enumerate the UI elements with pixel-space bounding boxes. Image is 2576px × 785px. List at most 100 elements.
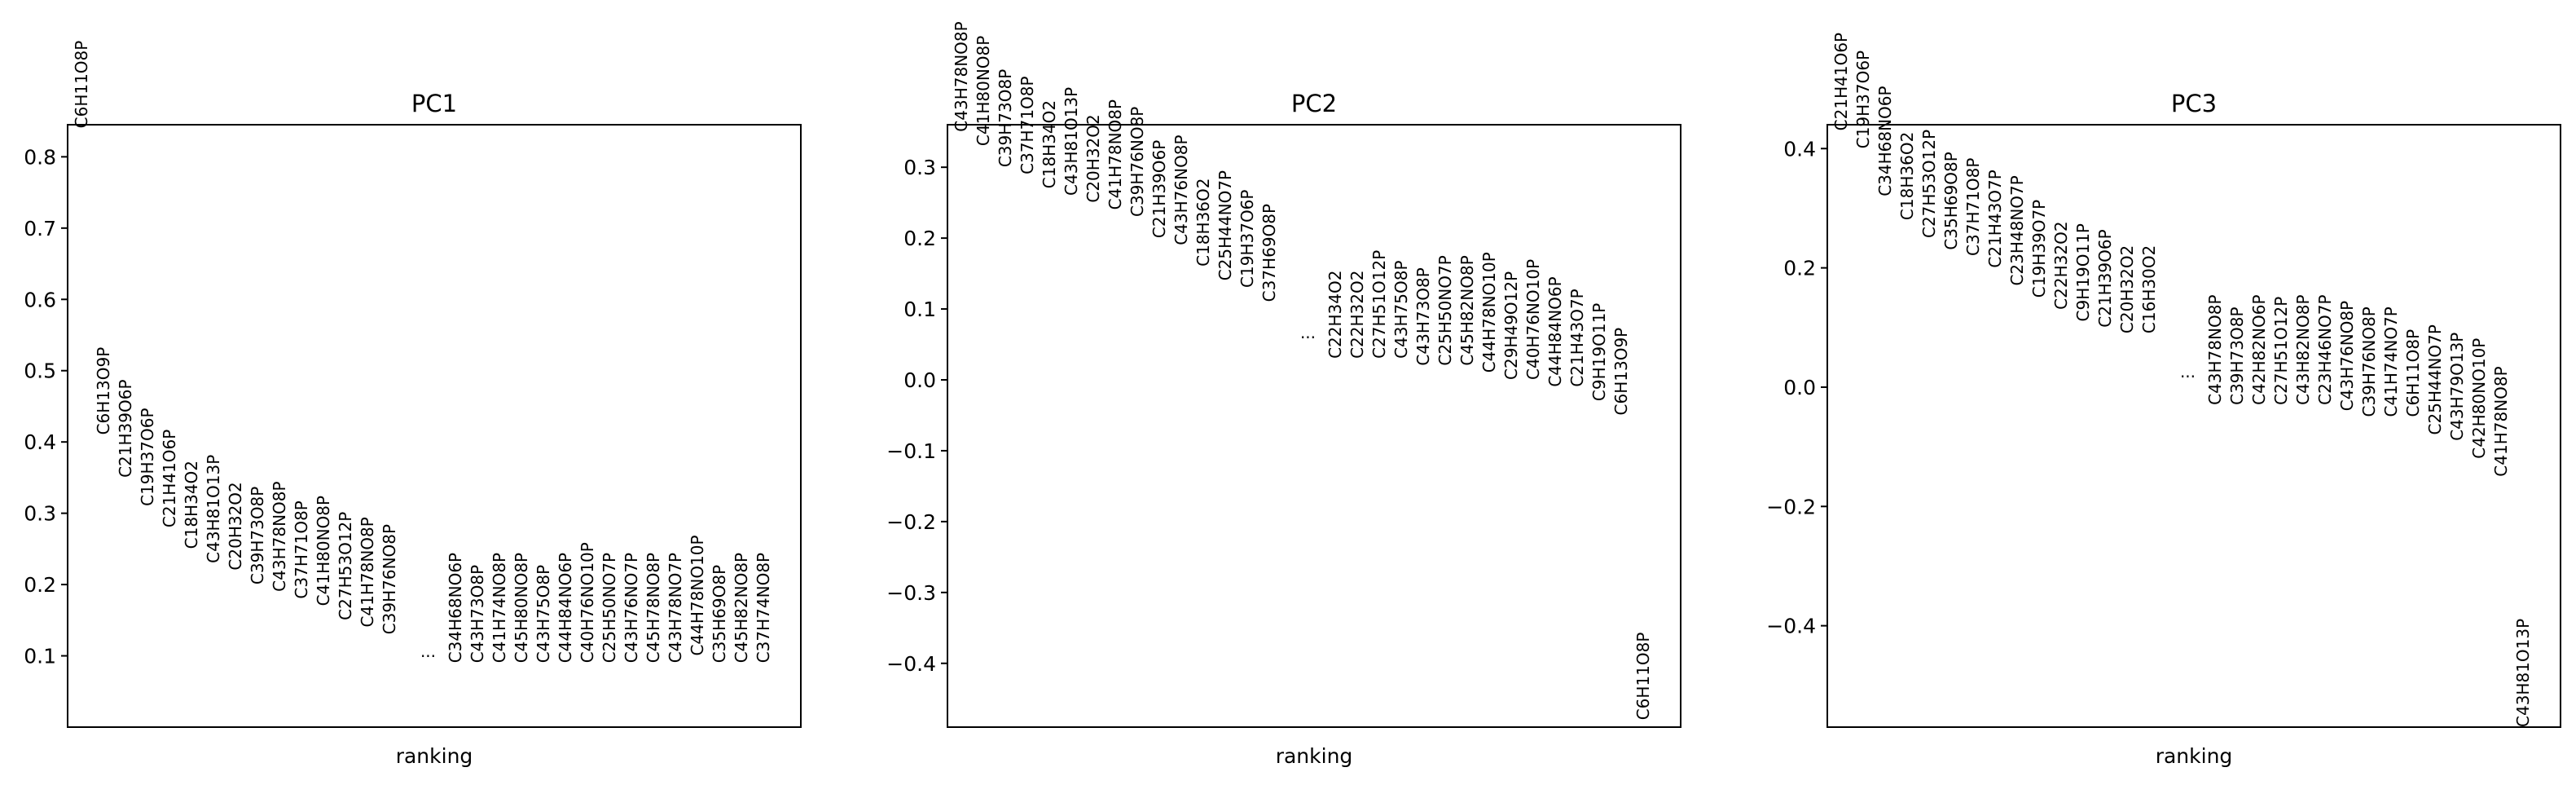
gene-label: C41H78NO8P [1106,99,1125,209]
gene-label: C39H76NO8P [1128,107,1147,217]
gene-label: C27H53O12P [1919,130,1939,238]
gene-label: C27H51O12P [2271,297,2291,405]
y-tick-label: 0.8 [24,145,56,169]
y-tick-label: −0.4 [1766,615,1816,638]
panel-pc1: PC1 ranking 0.1 0.2 0.3 0.4 0.5 0.6 0.7 0.8 C6H… [24,41,802,768]
gene-label: C37H74NO8P [754,553,773,663]
gene-label: C21H43O7P [1985,170,2005,267]
gene-label: C19H39O7P [2029,200,2049,298]
gene-label: C18H34O2 [1040,100,1059,188]
gene-label: C29H49O12P [1501,271,1521,380]
gene-label: C44H84NO6P [556,553,575,663]
gene-label: C42H82NO6P [2249,295,2269,405]
gene-label: C43H76NO7P [622,553,641,663]
gene-label: C23H48NO7P [2007,175,2027,285]
gene-label: C37H69O8P [1259,204,1279,302]
gene-label: C45H82NO8P [1457,255,1477,365]
gene-label: C6H11O8P [1633,633,1653,721]
gene-label: C43H82NO8P [2293,295,2313,405]
gene-label: C21H43O7P [1567,289,1587,386]
gene-label: C43H75O8P [534,565,553,663]
gene-label: C43H73O8P [1413,267,1433,365]
y-tick-label: −0.2 [886,510,936,534]
gene-label: C39H73O8P [248,487,267,584]
gene-label: C6H11O8P [2403,329,2423,417]
gene-label: C43H75O8P [1391,260,1411,358]
gene-label: C20H32O2 [2117,245,2137,333]
gene-label: C19H37O6P [138,408,157,505]
gene-label: C21H41O6P [160,430,179,527]
panel-title: PC2 [1291,90,1337,117]
gene-label: C23H46NO7P [2315,295,2335,405]
gene-label: C44H84NO6P [1545,276,1565,386]
gene-label: C44H78NO10P [688,535,707,655]
y-tick-label: 0.5 [24,359,56,383]
gene-label: C34H68NO6P [1875,86,1895,196]
gene-label: C25H44NO7P [1215,170,1235,280]
y-tick-label: 0.1 [24,645,56,668]
y-tick-label: −0.2 [1766,495,1816,518]
gene-label: C9H19O11P [1589,303,1609,401]
y-tick-label: 0.7 [24,217,56,240]
gene-label: C41H74NO8P [490,553,509,663]
panel-pc3: PC3 ranking −0.4−0.20.00.20.4 C21H41O6P C… [1766,33,2561,768]
gene-label: C39H76NO8P [380,524,399,634]
gene-label: C43H78NO7P [666,553,685,663]
gene-label: C37H71O8P [292,501,311,598]
gene-label: C41H78NO8P [358,517,377,627]
gene-label: C6H11O8P [72,41,91,129]
panel-pc2: PC2 ranking −0.4 −0.3 −0.2 −0.1 0.0 0.1 0.2 0.3… [886,21,1681,768]
plot-frame [1826,124,2561,728]
gene-labels: C21H41O6P C19H37O6P C34H68NO6P C18H36O2 C27H… [1831,33,2533,727]
gene-label: C45H82NO8P [732,553,751,663]
gene-label: C43H81O13P [2513,619,2533,727]
y-tick-label: 0.3 [24,502,56,526]
gene-label: C6H13O9P [94,347,113,435]
gene-label: C25H50NO7P [600,553,619,663]
x-axis-label: ranking [396,744,473,768]
gene-label: C43H78NO8P [2205,295,2225,405]
gene-label: C45H78NO8P [644,553,663,663]
gene-label: C16H30O2 [2139,245,2159,333]
plot-frame [947,124,1681,728]
ellipsis: ... [1300,323,1316,342]
y-tick-label: 0.4 [24,430,56,454]
gene-label: C34H68NO6P [446,553,465,663]
gene-label: C6H13O9P [1611,328,1631,416]
gene-label: C42H80NO10P [2469,338,2489,459]
gene-label: C19H37O6P [1853,51,1873,148]
gene-label: C20H32O2 [1084,114,1103,202]
y-tick-label: 0.2 [903,227,936,250]
gene-label: C41H74NO7P [2381,307,2401,417]
gene-label: C43H81O13P [1062,87,1081,196]
gene-label: C18H36O2 [1897,132,1917,220]
plot-frame [67,124,802,728]
y-tick-label: 0.3 [903,156,936,179]
gene-label: C39H76NO8P [2359,307,2379,417]
panel-title: PC1 [411,90,457,117]
gene-label: C9H19O11P [2073,223,2093,321]
y-axis: −0.4 −0.2 0.0 0.2 0.4 [1766,137,1827,638]
gene-label: C21H39O6P [116,379,135,477]
gene-label: C43H78NO8P [952,21,971,131]
gene-label: C41H80NO8P [974,36,993,146]
gene-label: C43H81O13P [204,455,223,563]
y-tick-label: 0.0 [1783,376,1816,399]
gene-label: C25H44NO7P [2425,324,2445,434]
y-tick-label: 0.4 [1783,137,1816,161]
gene-label: C39H73O8P [996,69,1015,167]
gene-label: C27H53O12P [336,512,355,620]
y-tick-label: 0.2 [24,573,56,597]
gene-label: C43H76NO8P [1172,135,1191,245]
y-tick-label: 0.0 [903,368,936,392]
y-axis: −0.4 −0.3 −0.2 −0.1 0.0 0.1 0.2 0.3 [886,156,947,676]
gene-label: C35H69O8P [1941,152,1961,249]
gene-label: C41H78NO8P [2491,366,2511,476]
gene-label: C35H69O8P [710,565,729,663]
gene-label: C43H76NO8P [2337,301,2357,411]
y-tick-label: 0.6 [24,288,56,311]
gene-label: C43H78NO8P [270,481,289,591]
y-tick-label: −0.1 [886,439,936,463]
gene-label: C19H37O6P [1237,190,1257,288]
